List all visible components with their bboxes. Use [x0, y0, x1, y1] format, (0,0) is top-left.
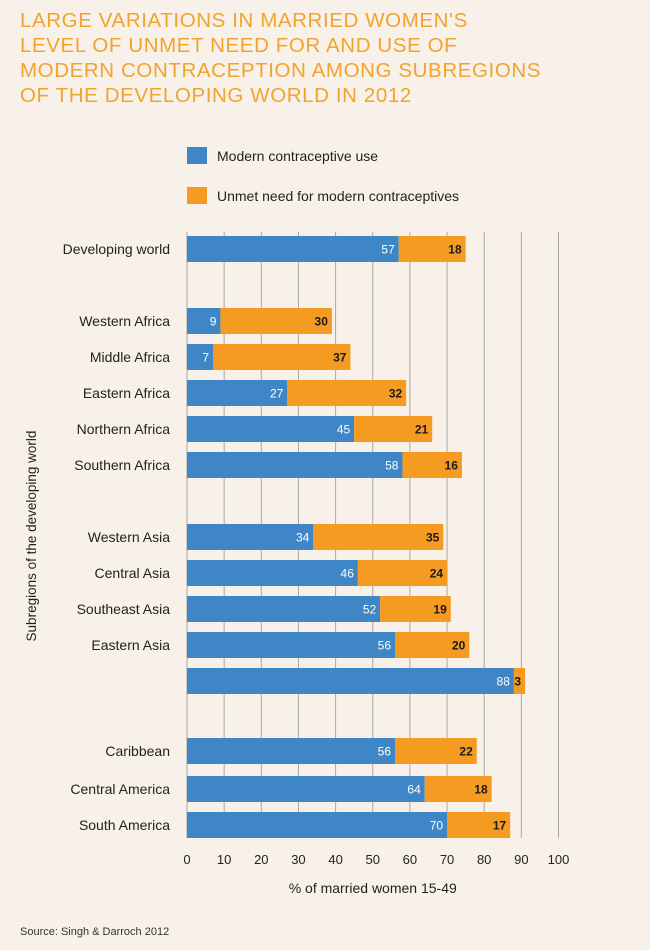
data-label: 3 — [514, 675, 521, 689]
category-label: Developing world — [63, 241, 170, 257]
category-label: Southern Africa — [74, 457, 170, 473]
data-label: 35 — [426, 531, 440, 545]
data-label: 18 — [448, 243, 462, 257]
bar-segment — [187, 524, 314, 550]
bar-segment — [380, 596, 451, 622]
stacked-bar-chart: Modern contraceptive use Unmet need for m… — [24, 147, 570, 896]
bar-segment — [187, 596, 381, 622]
bar-segment — [354, 416, 433, 442]
data-label: 20 — [452, 639, 466, 653]
data-label: 30 — [315, 315, 329, 329]
x-tick-label: 50 — [366, 852, 380, 867]
category-label: South America — [79, 817, 170, 833]
bar-segment — [187, 308, 221, 334]
data-label: 22 — [459, 745, 473, 759]
chart-title-line: LARGE VARIATIONS IN MARRIED WOMEN'S — [20, 9, 468, 32]
data-label: 32 — [389, 387, 403, 401]
data-label: 27 — [270, 387, 284, 401]
x-tick-label: 90 — [514, 852, 528, 867]
bar-segment — [313, 524, 444, 550]
legend-label: Modern contraceptive use — [217, 148, 378, 164]
x-tick-label: 60 — [403, 852, 417, 867]
chart-title-line: OF THE DEVELOPING WORLD IN 2012 — [20, 84, 412, 107]
data-label: 57 — [381, 243, 395, 257]
bar-segment — [398, 236, 466, 262]
bar-segment — [187, 452, 403, 478]
category-label: Caribbean — [105, 743, 170, 759]
bar-segment — [402, 452, 462, 478]
bar-segment — [187, 380, 288, 406]
x-tick-label: 100 — [548, 852, 570, 867]
source-note: Source: Singh & Darroch 2012 — [20, 926, 170, 938]
data-label: 88 — [497, 675, 511, 689]
bar-segment — [447, 812, 511, 838]
bar-segment — [187, 632, 396, 658]
chart-title-line: LEVEL OF UNMET NEED FOR AND USE OF — [20, 34, 458, 57]
bar-segment — [187, 738, 396, 764]
bar-segment — [357, 560, 448, 586]
category-label: Western Africa — [79, 313, 170, 329]
bar-segment — [187, 416, 355, 442]
bar-segment — [424, 776, 492, 802]
data-label: 19 — [433, 603, 447, 617]
bar-segment — [287, 380, 407, 406]
data-label: 17 — [493, 819, 507, 833]
data-label: 64 — [407, 783, 421, 797]
category-label: Southeast Asia — [77, 601, 171, 617]
bar-segment — [513, 668, 526, 694]
data-label: 16 — [445, 459, 459, 473]
category-label: Northern Africa — [77, 421, 171, 437]
x-tick-label: 20 — [254, 852, 268, 867]
data-label: 37 — [333, 351, 347, 365]
bar-segment — [220, 308, 332, 334]
data-label: 58 — [385, 459, 399, 473]
data-label: 45 — [337, 423, 351, 437]
category-label: Middle Africa — [90, 349, 170, 365]
data-label: 70 — [430, 819, 444, 833]
category-label: Western Asia — [88, 529, 170, 545]
y-axis-title: Subregions of the developing world — [24, 431, 39, 642]
x-tick-label: 30 — [291, 852, 305, 867]
bar-segment — [395, 738, 477, 764]
bar-segment — [213, 344, 351, 370]
data-label: 34 — [296, 531, 310, 545]
data-label: 24 — [430, 567, 444, 581]
category-label: Eastern Asia — [91, 637, 170, 653]
bar-segment — [187, 344, 214, 370]
bar-segment — [187, 812, 448, 838]
data-label: 56 — [378, 639, 392, 653]
data-label: 21 — [415, 423, 429, 437]
bar-segment — [187, 668, 514, 694]
data-label: 46 — [341, 567, 355, 581]
category-label: Central America — [70, 781, 170, 797]
x-tick-label: 80 — [477, 852, 491, 867]
x-tick-label: 40 — [328, 852, 342, 867]
data-label: 52 — [363, 603, 377, 617]
bar-segment — [187, 776, 425, 802]
legend-swatch — [187, 187, 207, 204]
bar-segment — [187, 560, 358, 586]
category-label: Eastern Africa — [83, 385, 170, 401]
x-axis-title: % of married women 15-49 — [289, 880, 457, 896]
bar-segment — [395, 632, 470, 658]
x-tick-label: 10 — [217, 852, 231, 867]
x-tick-label: 70 — [440, 852, 454, 867]
data-label: 9 — [210, 315, 217, 329]
x-tick-label: 0 — [183, 852, 190, 867]
chart-title-line: MODERN CONTRACEPTION AMONG SUBREGIONS — [20, 59, 542, 82]
data-label: 18 — [474, 783, 488, 797]
data-label: 7 — [202, 351, 209, 365]
legend-label: Unmet need for modern contraceptives — [217, 188, 459, 204]
bar-segment — [187, 236, 399, 262]
data-label: 56 — [378, 745, 392, 759]
category-label: Central Asia — [95, 565, 171, 581]
legend-swatch — [187, 147, 207, 164]
chart-title: LARGE VARIATIONS IN MARRIED WOMEN'S LEVE… — [20, 8, 580, 108]
